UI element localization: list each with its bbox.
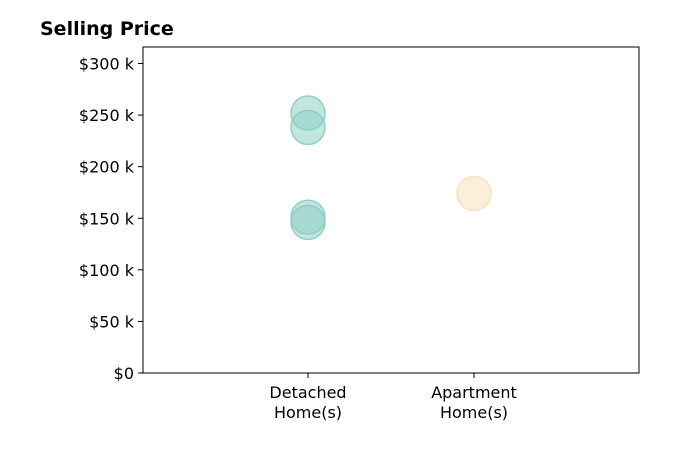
y-tick-label: $0 (114, 364, 134, 383)
data-points (290, 95, 492, 241)
y-tick-label: $50 k (89, 312, 135, 331)
y-tick-label: $250 k (79, 106, 135, 125)
data-point (456, 175, 492, 212)
chart-title: Selling Price (40, 18, 174, 40)
y-tick-label: $100 k (79, 261, 135, 280)
y-axis: $0 $50 k $100 k $150 k $200 k $250 k $300 k (79, 55, 143, 383)
data-point (290, 204, 326, 241)
y-tick-label: $150 k (79, 209, 135, 228)
data-point (290, 109, 326, 146)
x-axis: Detached Home(s) Apartment Home(s) (269, 373, 517, 422)
x-tick-label: Detached Home(s) (269, 383, 346, 422)
y-tick-label: $200 k (79, 158, 135, 177)
plot-frame (142, 46, 640, 374)
y-tick-label: $300 k (79, 55, 135, 74)
x-tick-label: Apartment Home(s) (431, 383, 517, 422)
